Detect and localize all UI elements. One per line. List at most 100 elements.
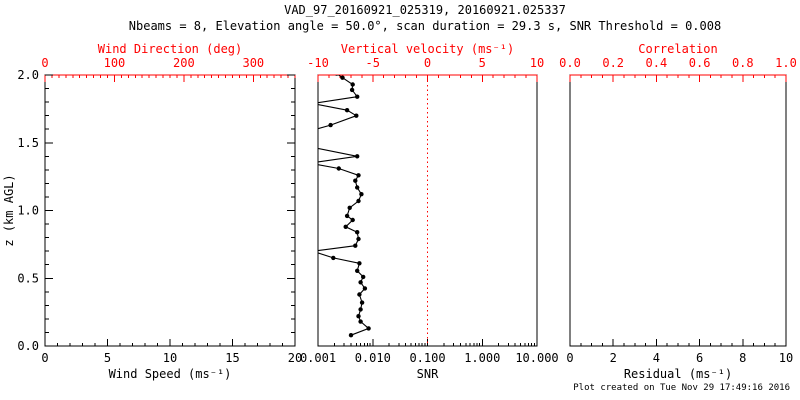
data-point (357, 292, 362, 297)
wind-speed-panel-bottom-axis: 0 5 10 15 20 Wind Speed (ms⁻¹) (41, 339, 302, 381)
data-point (311, 101, 315, 105)
data-point (356, 236, 361, 242)
data-point (350, 217, 355, 223)
svg-text:1.0: 1.0 (775, 56, 797, 70)
residual-panel-bottom-axis: 0 2 4 6 8 10 Residual (ms⁻¹) (566, 339, 793, 381)
svg-text:2.0: 2.0 (17, 68, 39, 82)
svg-text:0.0: 0.0 (17, 339, 39, 353)
data-point (336, 166, 341, 171)
svg-text:20: 20 (288, 351, 302, 365)
data-point (355, 268, 360, 273)
svg-text:-10: -10 (307, 56, 329, 70)
data-point (353, 243, 358, 248)
data-point (359, 300, 365, 305)
svg-text:15: 15 (225, 351, 239, 365)
svg-text:SNR: SNR (417, 367, 439, 381)
svg-text:10: 10 (163, 351, 177, 365)
data-point (348, 333, 354, 338)
svg-text:0: 0 (41, 351, 48, 365)
data-point (299, 138, 303, 142)
data-point (366, 326, 371, 331)
plot-timestamp: Plot created on Tue Nov 29 17:49:16 2016 (573, 383, 790, 393)
snr-panel: 0.001 0.010 0.100 1.000 10.000 SNR -10 -5 0 5 10 Ve… (299, 42, 559, 381)
data-point (356, 173, 361, 178)
data-point (358, 307, 363, 312)
snr-panel-frame (317, 74, 538, 347)
snr-profile (299, 75, 371, 338)
svg-text:Wind Direction (deg): Wind Direction (deg) (98, 42, 243, 56)
svg-text:4: 4 (653, 351, 660, 365)
plot-subtitle: Nbeams = 8, Elevation angle = 50.0°, sca… (128, 19, 722, 33)
svg-text:1.0: 1.0 (17, 204, 39, 218)
residual-panel-top-axis: 0.0 0.2 0.4 0.6 0.8 1.0 Correlation (559, 42, 797, 82)
svg-text:10.000: 10.000 (515, 351, 558, 365)
svg-text:0: 0 (424, 56, 431, 70)
svg-text:5: 5 (479, 56, 486, 70)
svg-text:Vertical velocity (ms⁻¹): Vertical velocity (ms⁻¹) (341, 42, 514, 56)
data-point (350, 82, 355, 87)
svg-text:0.100: 0.100 (409, 351, 445, 365)
svg-text:200: 200 (173, 56, 195, 70)
svg-text:0: 0 (566, 351, 573, 365)
y-axis: 0.0 0.5 1.0 1.5 2.0 z (km AGL) (2, 68, 295, 353)
data-point (357, 261, 362, 266)
svg-text:0.4: 0.4 (646, 56, 668, 70)
data-point (299, 131, 303, 135)
residual-panel-frame (569, 74, 787, 347)
data-point (356, 198, 361, 204)
data-point (355, 94, 360, 99)
snr-panel-top-axis: -10 -5 0 5 10 Vertical velocity (ms⁻¹) (307, 42, 544, 82)
svg-text:0.5: 0.5 (17, 271, 39, 285)
data-point (356, 314, 361, 319)
residual-panel: 0 2 4 6 8 10 Residual (ms⁻¹) 0.0 0.2 0.4 0.6 0.8 1.0… (559, 42, 797, 381)
svg-text:10: 10 (530, 56, 544, 70)
data-point (358, 319, 363, 324)
data-point (331, 255, 336, 261)
svg-text:0.010: 0.010 (355, 351, 391, 365)
data-point (362, 286, 368, 291)
svg-text:1.5: 1.5 (17, 136, 39, 150)
data-point (361, 274, 366, 280)
data-point (344, 108, 350, 113)
data-point (307, 161, 311, 165)
data-point (355, 185, 360, 190)
svg-text:100: 100 (104, 56, 126, 70)
svg-text:0.001: 0.001 (300, 351, 336, 365)
data-point (359, 192, 364, 197)
svg-text:1.000: 1.000 (464, 351, 500, 365)
svg-text:0.2: 0.2 (602, 56, 624, 70)
data-point (307, 145, 311, 149)
svg-text:Correlation: Correlation (638, 42, 717, 56)
data-point (311, 249, 315, 253)
svg-text:z (km AGL): z (km AGL) (2, 174, 16, 246)
svg-text:8: 8 (739, 351, 746, 365)
data-point (335, 75, 339, 76)
svg-text:-5: -5 (366, 56, 380, 70)
wind-speed-panel: 0 5 10 15 20 Wind Speed (ms⁻¹) 0 100 200 300Wind … (2, 42, 302, 381)
svg-text:Wind Speed (ms⁻¹): Wind Speed (ms⁻¹) (109, 367, 232, 381)
svg-text:0: 0 (41, 56, 48, 70)
data-point (349, 87, 355, 93)
wind-speed-panel-frame (44, 74, 296, 347)
svg-text:2: 2 (610, 351, 617, 365)
data-point (343, 224, 348, 229)
data-point (328, 122, 333, 128)
data-point (355, 154, 360, 159)
data-point (358, 280, 363, 285)
data-point (344, 213, 350, 219)
svg-text:5: 5 (104, 351, 111, 365)
data-point (340, 75, 345, 80)
svg-text:10: 10 (779, 351, 793, 365)
svg-text:Residual (ms⁻¹): Residual (ms⁻¹) (624, 367, 732, 381)
data-point (353, 178, 358, 183)
plot-title: VAD_97_20160921_025319, 20160921.025337 (284, 3, 566, 17)
data-point (347, 205, 352, 210)
data-point (355, 230, 360, 235)
data-point (354, 113, 359, 118)
svg-text:6: 6 (696, 351, 703, 365)
svg-text:300: 300 (242, 56, 264, 70)
svg-text:0.8: 0.8 (732, 56, 754, 70)
svg-text:0.6: 0.6 (689, 56, 711, 70)
